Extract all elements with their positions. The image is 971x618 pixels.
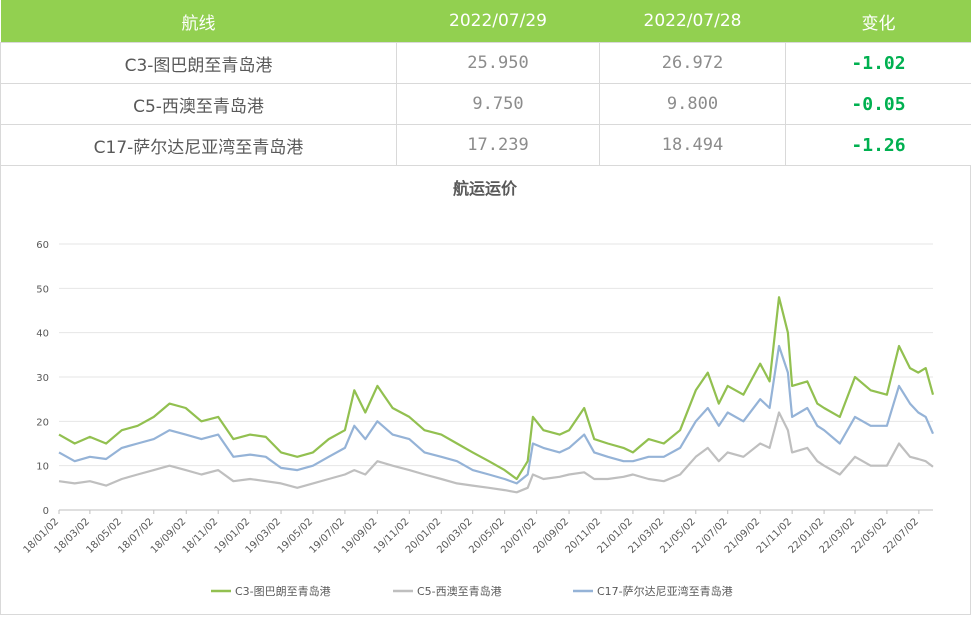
route-cell: C5-西澳至青岛港 — [1, 84, 397, 125]
legend-label: C5-西澳至青岛港 — [417, 584, 502, 598]
y-axis-ticks: 0 10 20 30 40 50 60 — [36, 240, 49, 517]
y-tick-label: 50 — [36, 284, 49, 295]
series-line-2 — [59, 413, 933, 493]
freight-line-chart: 航运运价 0 10 20 30 40 50 60 18/01/0218/03/0218/05… — [1, 166, 970, 614]
series-line-1 — [59, 297, 933, 479]
value-cell: 18.494 — [600, 125, 786, 166]
table-row: C5-西澳至青岛港 9.750 9.800 -0.05 — [1, 84, 971, 125]
change-cell: -1.26 — [786, 125, 971, 166]
y-tick-label: 60 — [36, 240, 49, 251]
x-axis-ticks: 18/01/0218/03/0218/05/0218/07/0218/09/02… — [22, 510, 921, 556]
value-cell: 25.950 — [397, 43, 600, 84]
header-route: 航线 — [1, 0, 397, 43]
header-date-1: 2022/07/29 — [397, 0, 600, 43]
table-header-row: 航线 2022/07/29 2022/07/28 变化 — [1, 0, 971, 43]
grid-lines — [59, 244, 933, 510]
table-row: C17-萨尔达尼亚湾至青岛港 17.239 18.494 -1.26 — [1, 125, 971, 166]
legend-label: C3-图巴朗至青岛港 — [235, 584, 331, 598]
series-lines — [59, 297, 933, 492]
legend: C3-图巴朗至青岛港 C5-西澳至青岛港 C17-萨尔达尼亚湾至青岛港 — [211, 584, 733, 598]
value-cell: 26.972 — [600, 43, 786, 84]
header-change: 变化 — [786, 0, 971, 43]
value-cell: 9.800 — [600, 84, 786, 125]
change-cell: -1.02 — [786, 43, 971, 84]
legend-label: C17-萨尔达尼亚湾至青岛港 — [597, 584, 733, 598]
change-cell: -0.05 — [786, 84, 971, 125]
y-tick-label: 40 — [36, 329, 49, 340]
table-row: C3-图巴朗至青岛港 25.950 26.972 -1.02 — [1, 43, 971, 84]
chart-title: 航运运价 — [453, 179, 518, 198]
header-date-2: 2022/07/28 — [600, 0, 786, 43]
freight-rate-table: 航线 2022/07/29 2022/07/28 变化 C3-图巴朗至青岛港 2… — [0, 0, 971, 166]
route-cell: C17-萨尔达尼亚湾至青岛港 — [1, 125, 397, 166]
value-cell: 17.239 — [397, 125, 600, 166]
y-tick-label: 10 — [36, 462, 49, 473]
y-tick-label: 20 — [36, 417, 49, 428]
x-tick-label: 22/07/02 — [881, 516, 921, 556]
route-cell: C3-图巴朗至青岛港 — [1, 43, 397, 84]
y-tick-label: 0 — [43, 506, 49, 517]
series-line-3 — [59, 346, 933, 483]
y-tick-label: 30 — [36, 373, 49, 384]
value-cell: 9.750 — [397, 84, 600, 125]
